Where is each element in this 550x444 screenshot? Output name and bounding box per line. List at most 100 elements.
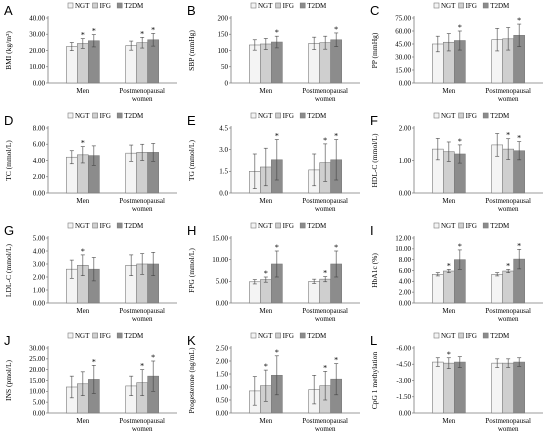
significance-star: *: [506, 131, 510, 140]
bar: [432, 361, 444, 414]
y-tick-label: 1.00: [399, 157, 412, 165]
legend-entry: IFG: [100, 112, 111, 120]
category-label: women: [315, 95, 336, 103]
significance-star: *: [81, 139, 85, 148]
legend-entry: NGT: [75, 112, 90, 120]
category-label: Postmenopausal: [485, 307, 531, 315]
category-label: women: [498, 95, 519, 103]
y-axis-label: TG (mmol/L): [187, 139, 196, 181]
bar: [319, 278, 331, 304]
bar: [502, 270, 514, 304]
bar: [491, 273, 503, 304]
legend-swatch: [458, 222, 464, 229]
legend-entry: NGT: [441, 222, 456, 230]
y-tick-label: 5.00: [33, 234, 46, 242]
significance-star: *: [458, 242, 462, 251]
legend-entry: NGT: [75, 222, 90, 230]
category-label: Postmenopausal: [302, 87, 348, 95]
legend-swatch: [250, 112, 257, 119]
bar: [249, 44, 261, 84]
legend-entry: NGT: [441, 112, 456, 120]
y-axis-label: HDL-C (mmol/L): [370, 133, 379, 187]
panel-letter: J: [4, 333, 11, 348]
bar: [432, 273, 444, 304]
y-tick-label: 30.00: [395, 53, 411, 61]
y-axis-label: INS (pmol/L): [4, 359, 13, 401]
legend-entry: IFG: [100, 222, 111, 230]
legend-swatch: [433, 332, 440, 339]
category-label: Postmenopausal: [485, 197, 531, 205]
category-label: Men: [442, 417, 455, 425]
y-tick-label: 1.50: [216, 370, 229, 378]
category-label: women: [132, 425, 153, 433]
chart-panel-k: K 0.00 0.50 1.00 1.50 2.00 2.50 Progesterone (n…: [187, 332, 360, 433]
significance-star: *: [81, 31, 85, 40]
legend-swatch: [250, 222, 257, 229]
y-tick-label: 10.00: [29, 63, 45, 71]
significance-star: *: [458, 137, 462, 146]
significance-star: *: [517, 241, 521, 250]
panel-letter: A: [4, 3, 13, 18]
y-axis-label: LDL-C (mmol/L): [4, 243, 13, 297]
category-label: women: [315, 425, 336, 433]
y-tick-label: 0.00: [216, 409, 229, 417]
y-tick-label: 15.00: [395, 66, 411, 74]
y-tick-label: 0.00: [33, 299, 46, 307]
bar: [260, 43, 272, 84]
legend-entry: IFG: [100, 2, 111, 10]
significance-star: *: [275, 132, 279, 141]
y-tick-label: 12.00: [395, 234, 411, 242]
bar: [260, 279, 272, 304]
y-axis-label: BMI (kg/m²): [4, 31, 13, 70]
legend-entry: IFG: [283, 332, 294, 340]
significance-star: *: [92, 357, 96, 366]
significance-star: *: [323, 363, 327, 372]
panel-letter: F: [370, 113, 378, 128]
legend-swatch: [458, 112, 464, 119]
chart-panel-g: G 0.00 1.00 2.00 3.00 4.00 5.00 LDL-C (mmol/L) N…: [4, 222, 177, 323]
legend-entry: NGT: [258, 2, 273, 10]
legend-swatch: [92, 112, 98, 119]
legend-entry: NGT: [75, 332, 90, 340]
y-tick-label: 20.00: [29, 366, 45, 374]
legend-entry: T2DM: [307, 112, 327, 120]
y-tick-label: 40.00: [29, 14, 45, 22]
chart-panel-d: D 0.00 2.00 4.00 6.00 8.00 TC (mmol/L) NGT IFG T2…: [4, 112, 177, 213]
chart-panel-b: B 0 50 100 150 200 SBP (mmHg) NGT IFG T2DM * Men * Po…: [187, 2, 360, 103]
legend-swatch: [92, 332, 98, 339]
category-label: Postmenopausal: [302, 307, 348, 315]
legend-swatch: [67, 332, 74, 339]
y-tick-label: 5.00: [33, 398, 46, 406]
category-label: Men: [76, 197, 89, 205]
category-label: women: [315, 315, 336, 323]
y-tick-label: 1.5: [219, 168, 228, 176]
y-tick-label: 2.00: [33, 273, 46, 281]
y-tick-label: 2.00: [399, 288, 412, 296]
y-tick-label: -1.50: [396, 393, 411, 401]
y-axis-label: HbA1c (%): [370, 253, 379, 288]
y-tick-label: 0.0: [219, 189, 228, 197]
significance-star: *: [458, 23, 462, 32]
significance-star: *: [264, 362, 268, 371]
legend-swatch: [116, 222, 123, 229]
y-tick-label: 1.00: [216, 383, 229, 391]
significance-star: *: [275, 28, 279, 37]
y-tick-label: -4.50: [396, 361, 411, 369]
panel-letter: E: [187, 113, 196, 128]
significance-star: *: [323, 269, 327, 278]
category-label: Men: [259, 307, 272, 315]
legend-swatch: [116, 112, 123, 119]
significance-star: *: [264, 269, 268, 278]
y-tick-label: 0.00: [399, 79, 412, 87]
panel-letter: K: [187, 333, 196, 348]
legend-swatch: [275, 2, 281, 9]
legend-entry: T2DM: [490, 2, 510, 10]
y-tick-label: 0.00: [33, 189, 46, 197]
y-tick-label: 2.00: [216, 357, 229, 365]
chart-panel-c: C 0.00 15.00 30.00 45.00 60.00 75.00 PP (mmHg) N…: [370, 2, 543, 103]
legend-swatch: [458, 2, 464, 9]
bar: [502, 362, 514, 414]
y-tick-label: 4.00: [33, 247, 46, 255]
y-tick-label: -6.00: [396, 344, 411, 352]
bar: [125, 45, 137, 84]
